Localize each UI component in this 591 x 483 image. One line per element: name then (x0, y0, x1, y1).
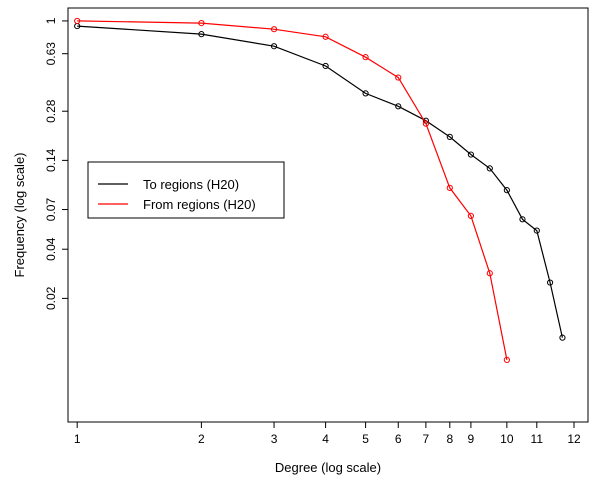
plot-frame (67, 7, 589, 423)
series-line (77, 20, 508, 361)
data-point (270, 26, 278, 33)
data-point (533, 227, 540, 234)
data-point (467, 212, 475, 219)
y-axis-title: Frequency (log scale) (12, 153, 27, 278)
data-point (362, 54, 369, 61)
x-tick-label: 8 (446, 432, 453, 446)
x-tick-label: 7 (423, 432, 430, 446)
x-tick-label: 11 (531, 432, 544, 446)
x-axis-title: Degree (log scale) (275, 460, 381, 475)
series-line (77, 25, 563, 338)
data-point (322, 33, 329, 40)
series-layer (74, 17, 566, 364)
data-point (446, 184, 453, 191)
y-tick-label: 0.63 (44, 42, 58, 66)
data-point (322, 62, 329, 70)
x-tick-label: 6 (395, 432, 402, 446)
y-tick-label: 0.02 (44, 286, 58, 310)
legend-label-to-regions: To regions (H20) (143, 177, 239, 192)
y-tick-label: 1 (44, 17, 58, 24)
data-point (467, 151, 475, 158)
data-point (395, 103, 402, 110)
data-point (422, 120, 429, 127)
data-point (486, 270, 493, 277)
data-point (503, 187, 510, 194)
x-tick-label: 9 (468, 432, 475, 446)
y-tick-label: 0.07 (44, 198, 58, 222)
x-tick-label: 10 (500, 432, 514, 446)
legend-box (87, 161, 285, 219)
x-tick-label: 3 (271, 432, 278, 446)
legend: To regions (H20) From regions (H20) (87, 161, 285, 219)
series-from-regions (74, 17, 510, 364)
legend-label-from-regions: From regions (H20) (143, 197, 256, 212)
x-tick-label: 1 (74, 432, 81, 446)
data-point (198, 31, 205, 38)
data-point (270, 43, 278, 50)
data-point (486, 165, 493, 172)
data-point (503, 356, 510, 364)
data-point (546, 279, 554, 286)
x-axis: 1 2 3 4 5 6 7 8 9 10 11 12 (74, 422, 581, 446)
data-point (446, 133, 453, 140)
x-tick-label: 4 (322, 432, 329, 446)
y-tick-label: 0.04 (44, 237, 58, 261)
data-point (559, 334, 566, 341)
data-point (362, 90, 369, 97)
data-point (519, 216, 526, 223)
y-tick-label: 0.14 (44, 148, 58, 172)
x-tick-label: 5 (362, 432, 369, 446)
data-point (198, 19, 205, 27)
x-tick-label: 12 (567, 432, 581, 446)
data-point (74, 17, 81, 25)
x-tick-label: 2 (198, 432, 205, 446)
y-tick-label: 0.28 (44, 99, 58, 123)
data-point (395, 74, 402, 81)
y-axis: 0.02 0.04 0.07 0.14 0.28 0.63 1 (44, 17, 68, 310)
